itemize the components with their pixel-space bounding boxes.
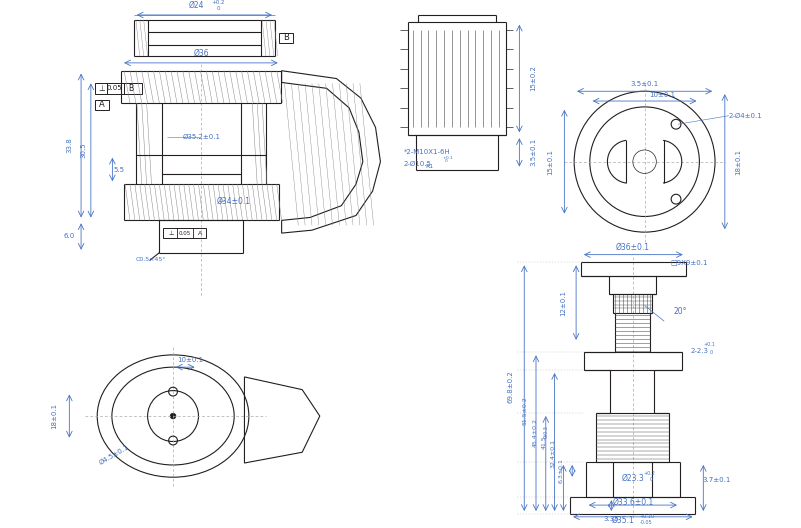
Text: $^{+0.1}_{\ \ 0}$: $^{+0.1}_{\ \ 0}$ [442,154,454,165]
Text: Ø24: Ø24 [189,1,204,10]
Text: +0.2: +0.2 [643,472,655,476]
Text: A: A [199,231,203,235]
Bar [95,83,142,93]
Text: C0.5×45°: C0.5×45° [135,257,166,262]
Text: 12±0.1: 12±0.1 [561,289,566,316]
Text: 3.7±0.1: 3.7±0.1 [702,477,731,483]
Text: 0: 0 [543,435,548,438]
Text: 3.5±0.1: 3.5±0.1 [630,81,658,88]
Text: 6.3±0.1: 6.3±0.1 [559,458,564,483]
Text: B: B [283,33,289,42]
Bar [163,228,207,238]
Text: 0: 0 [650,477,653,482]
Text: +0.1: +0.1 [703,342,715,347]
Text: A: A [99,100,105,109]
Text: 2-Ø10.5: 2-Ø10.5 [404,161,432,167]
Text: Ø36±0.1: Ø36±0.1 [616,243,650,252]
Text: Ø23.3: Ø23.3 [622,474,644,483]
Text: □9X9±0.1: □9X9±0.1 [670,259,707,266]
Text: +0.3: +0.3 [543,425,548,437]
Text: 10±0.1: 10±0.1 [178,357,203,363]
Text: 3.5±0.1: 3.5±0.1 [530,138,536,166]
Text: 20°: 20° [673,307,686,316]
Text: 0.05: 0.05 [179,231,191,235]
Text: 6.0: 6.0 [64,233,75,239]
Text: 18±0.1: 18±0.1 [51,403,58,429]
Text: 0: 0 [216,6,219,11]
Text: +0.2: +0.2 [211,0,225,5]
Text: 45.4±0.2: 45.4±0.2 [533,418,537,447]
Text: 10±0.1: 10±0.1 [649,92,675,98]
Text: Ø35.2±0.1: Ø35.2±0.1 [183,134,220,140]
Text: 2-2.3: 2-2.3 [690,347,708,354]
Text: 33.8: 33.8 [66,137,72,153]
Text: R1: R1 [425,164,433,169]
Text: -0.05: -0.05 [640,520,653,525]
Circle shape [170,413,176,419]
Text: 0.05: 0.05 [107,86,122,91]
Text: Ø4.5±0.1: Ø4.5±0.1 [99,444,131,466]
Text: Ø34±0.1: Ø34±0.1 [217,196,251,205]
Bar [279,33,293,43]
Text: ⊥: ⊥ [168,231,174,235]
Text: 30.5: 30.5 [80,142,86,158]
Text: *2-M10X1-6H: *2-M10X1-6H [404,149,451,155]
Text: 32.4±0.1: 32.4±0.1 [550,439,555,468]
Text: Ø36: Ø36 [194,49,209,58]
Text: 69.8±0.2: 69.8±0.2 [508,370,513,403]
Text: 41.5: 41.5 [541,436,546,449]
Text: 51.5±0.2: 51.5±0.2 [523,396,528,425]
Text: B: B [128,84,134,93]
Text: 0: 0 [710,350,713,355]
Text: Ø35.1: Ø35.1 [612,516,634,525]
Text: 5.5: 5.5 [114,166,125,173]
Text: 18±0.1: 18±0.1 [735,148,742,175]
Text: 15±0.1: 15±0.1 [548,149,553,175]
Text: Ø33.6±0.1: Ø33.6±0.1 [612,498,654,507]
Text: 15±0.2: 15±0.2 [530,65,536,91]
Text: ⊥: ⊥ [99,84,105,93]
Bar [95,100,110,110]
Text: +0.10: +0.10 [639,514,654,520]
Text: 2-Ø4±0.1: 2-Ø4±0.1 [729,112,763,119]
Text: 3.35: 3.35 [603,516,619,522]
